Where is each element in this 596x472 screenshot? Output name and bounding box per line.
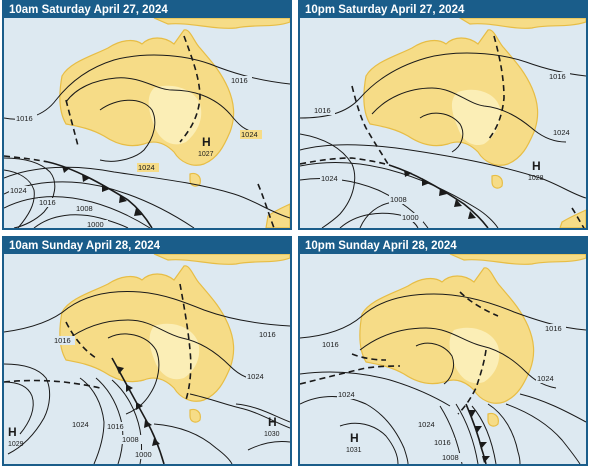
synoptic-chart: 1016 1016 1024 1024 1024 1016 1008 1000 … (4, 18, 290, 228)
svg-text:1024: 1024 (138, 163, 155, 172)
high-pressure-symbol: H (202, 135, 211, 149)
panel-title: 10am Sunday April 28, 2024 (4, 238, 290, 254)
svg-text:1016: 1016 (231, 76, 248, 85)
new-guinea (449, 254, 586, 265)
high-pressure-value: 1031 (346, 447, 362, 454)
svg-text:1000: 1000 (135, 450, 152, 459)
australia-landmass (363, 29, 539, 166)
svg-text:1016: 1016 (314, 106, 331, 115)
new-guinea (458, 18, 586, 29)
svg-text:1024: 1024 (72, 420, 89, 429)
map-panel-sun-10am: 10am Sunday April 28, 2024 (2, 236, 292, 466)
new-zealand (559, 209, 586, 228)
australia-landmass (59, 265, 235, 402)
high-pressure-value: 1030 (264, 431, 280, 438)
synoptic-chart: 1016 1016 1024 1024 1008 1000 H 1028 (300, 18, 586, 228)
high-pressure-symbol: H (268, 415, 277, 429)
svg-text:1008: 1008 (390, 195, 407, 204)
svg-text:1024: 1024 (241, 130, 258, 139)
map-panel-sat-10am: 10am Saturday April 27, 2024 (2, 0, 292, 230)
svg-text:1016: 1016 (545, 324, 562, 333)
inland-pale-area (149, 323, 200, 380)
svg-text:1016: 1016 (54, 336, 71, 345)
svg-text:1024: 1024 (537, 374, 554, 383)
new-guinea (153, 18, 290, 29)
map-panel-sat-10pm: 10pm Saturday April 27, 2024 (298, 0, 588, 230)
map-panel-sun-10pm: 10pm Sunday April 28, 2024 (298, 236, 588, 466)
svg-text:1016: 1016 (259, 330, 276, 339)
svg-text:1016: 1016 (549, 72, 566, 81)
high-pressure-symbol: H (8, 425, 17, 439)
svg-text:1016: 1016 (434, 438, 451, 447)
svg-text:1024: 1024 (10, 186, 27, 195)
svg-text:1024: 1024 (553, 128, 570, 137)
svg-text:1016: 1016 (107, 422, 124, 431)
inland-pale-area (148, 85, 202, 145)
panel-title: 10pm Saturday April 27, 2024 (300, 2, 586, 18)
svg-text:1024: 1024 (321, 174, 338, 183)
high-pressure-value: 1029 (8, 441, 24, 448)
svg-text:1000: 1000 (87, 220, 104, 228)
panel-title: 10am Saturday April 27, 2024 (4, 2, 290, 18)
synoptic-chart: 1016 1016 1024 1024 1016 1008 1000 H 102… (4, 254, 290, 464)
svg-text:1024: 1024 (247, 372, 264, 381)
svg-text:1008: 1008 (442, 453, 459, 462)
new-guinea (153, 254, 290, 265)
tasmania (491, 174, 503, 189)
svg-text:1000: 1000 (402, 213, 419, 222)
tasmania (487, 412, 499, 427)
svg-text:1024: 1024 (418, 420, 435, 429)
inland-pale-area (449, 327, 500, 384)
high-pressure-symbol: H (532, 159, 541, 173)
high-pressure-value: 1028 (528, 175, 544, 182)
panel-title: 10pm Sunday April 28, 2024 (300, 238, 586, 254)
svg-text:1016: 1016 (39, 198, 56, 207)
high-pressure-symbol: H (350, 431, 359, 445)
svg-text:1008: 1008 (76, 204, 93, 213)
tasmania (189, 408, 201, 423)
svg-text:1016: 1016 (322, 340, 339, 349)
high-pressure-value: 1027 (198, 151, 214, 158)
svg-text:1016: 1016 (16, 114, 33, 123)
svg-text:1024: 1024 (338, 390, 355, 399)
inland-pale-area (451, 89, 501, 146)
svg-text:1008: 1008 (122, 435, 139, 444)
tasmania (189, 172, 201, 187)
synoptic-chart: 1016 1016 1024 1024 1024 1016 1008 1000 … (300, 254, 586, 464)
